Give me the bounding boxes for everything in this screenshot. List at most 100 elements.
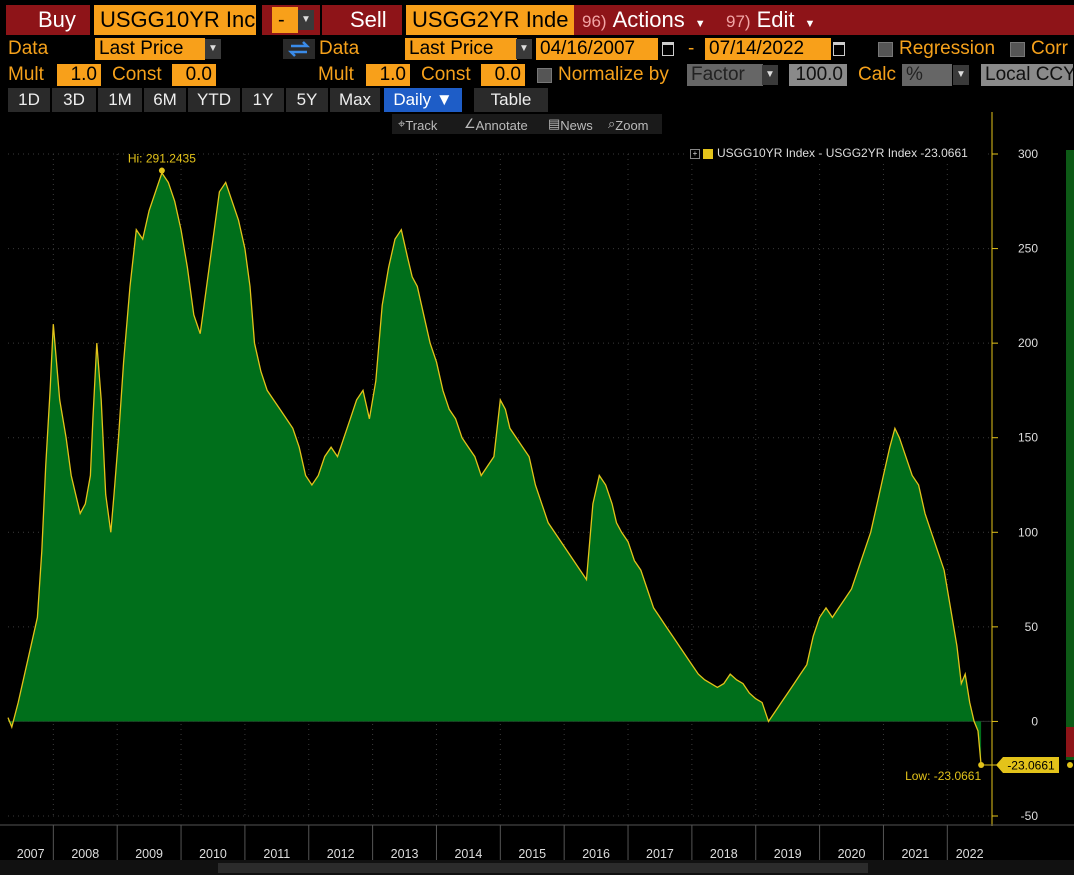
x-tick-label: 2018	[710, 847, 738, 861]
tab-1m[interactable]: 1M	[98, 88, 142, 112]
tab-daily[interactable]: Daily ▼	[384, 88, 462, 112]
normalize-select[interactable]: Factor	[687, 64, 763, 86]
tab-1y[interactable]: 1Y	[242, 88, 284, 112]
mult-label-2: Mult	[318, 64, 354, 85]
actions-label: Actions	[612, 7, 685, 32]
currency-select[interactable]: Local CCY	[981, 64, 1073, 86]
tab-max[interactable]: Max	[330, 88, 380, 112]
annotations: Hi: 291.2435 Low: -23.0661 -23.0661	[128, 152, 1073, 783]
x-tick-label: 2022	[956, 847, 984, 861]
x-tick-label: 2007	[17, 847, 45, 861]
last-value-tag	[996, 757, 1059, 774]
main-toolbar: Buy USGG10YR Inc - ▼ Sell USGG2YR Inde 9…	[0, 0, 1074, 38]
x-tick-label: 2013	[391, 847, 419, 861]
low-label: Low: -23.0661	[905, 769, 981, 783]
overview-strip[interactable]	[1066, 150, 1074, 760]
y-axis: 300 250 200 150 100 50 0 -50	[991, 112, 1039, 826]
actions-number: 96)	[582, 12, 607, 31]
tab-1d[interactable]: 1D	[8, 88, 50, 112]
tab-5y[interactable]: 5Y	[286, 88, 328, 112]
track-button[interactable]: ⌖ Track	[398, 116, 438, 133]
chevron-down-icon[interactable]: ▼	[762, 65, 778, 85]
calendar-icon[interactable]	[662, 42, 674, 56]
track-label: Track	[405, 118, 438, 133]
zoom-button[interactable]: ⌕ Zoom	[608, 116, 649, 133]
operator-dropdown-icon[interactable]: ▼	[298, 10, 314, 30]
hi-label: Hi: 291.2435	[128, 152, 196, 166]
regression-checkbox[interactable]	[878, 42, 893, 57]
last-value-label: -23.0661	[1007, 759, 1055, 773]
date-separator: -	[688, 38, 695, 59]
x-tick-label: 2008	[71, 847, 99, 861]
chevron-down-icon[interactable]: ▼	[516, 39, 532, 59]
legend-text: USGG10YR Index - USGG2YR Index -23.0661	[717, 146, 968, 160]
x-tick-label: 2012	[327, 847, 355, 861]
chevron-down-icon[interactable]: ▼	[953, 65, 969, 85]
annotate-button[interactable]: ∠ Annotate	[464, 116, 528, 133]
x-tick-label: 2014	[454, 847, 482, 861]
edit-button[interactable]: 97) Edit ▼	[718, 5, 834, 35]
series-swatch	[703, 148, 713, 159]
x-tick-label: 2021	[901, 847, 929, 861]
zoom-label: Zoom	[615, 118, 649, 133]
calc-select[interactable]: %	[902, 64, 952, 86]
y-tick-label: 100	[1018, 525, 1038, 539]
overview-negative-strip	[1066, 727, 1074, 757]
x-tick-label: 2011	[263, 847, 290, 861]
const-input-2[interactable]: 0.0	[481, 64, 525, 86]
tab-ytd[interactable]: YTD	[188, 88, 240, 112]
data-select-2[interactable]: Last Price	[405, 38, 517, 60]
data-label-2: Data	[319, 38, 360, 59]
chevron-down-icon: ▼	[804, 18, 816, 30]
buy-label: Buy	[38, 7, 76, 32]
normalize-amount-input[interactable]: 100.0	[789, 64, 847, 86]
y-tick-label: 0	[1031, 714, 1038, 728]
operator-field[interactable]: -	[272, 7, 298, 33]
data-label-1: Data	[8, 38, 49, 59]
news-button[interactable]: ▤ News	[548, 116, 593, 133]
const-label-1: Const	[112, 64, 162, 85]
y-tick-label: 250	[1018, 242, 1038, 256]
buy-bar	[6, 5, 90, 35]
news-label: News	[560, 118, 593, 133]
edit-label: Edit	[756, 7, 795, 32]
y-tick-label: 200	[1018, 336, 1038, 350]
sell-label: Sell	[350, 7, 387, 32]
buy-ticker-input[interactable]: USGG10YR Inc	[94, 5, 256, 35]
calendar-icon[interactable]	[833, 42, 845, 56]
const-label-2: Const	[421, 64, 471, 85]
x-tick-label: 2010	[199, 847, 227, 861]
normalize-label: Normalize by	[558, 64, 669, 85]
y-tick-label: -50	[1021, 809, 1039, 823]
swap-icon[interactable]	[283, 39, 315, 59]
x-axis: 2007 2008 2009 2010 2011 2012 2013 2014 2015 2016…	[0, 824, 1074, 866]
right-edge-marker	[1067, 762, 1073, 769]
x-tick-label: 2020	[838, 847, 866, 861]
corr-checkbox[interactable]	[1010, 42, 1025, 57]
bottom-scrollbar[interactable]	[0, 860, 1074, 875]
actions-button[interactable]: 96) Actions ▼	[574, 5, 720, 35]
sell-bar	[322, 5, 402, 35]
sell-ticker-input[interactable]: USGG2YR Inde	[406, 5, 576, 35]
end-date-input[interactable]: 07/14/2022	[705, 38, 831, 60]
const-input-1[interactable]: 0.0	[172, 64, 216, 86]
x-tick-label: 2016	[582, 847, 610, 861]
tab-table[interactable]: Table	[474, 88, 548, 112]
chart-tools-bar: ⌖ Track ∠ Annotate ▤ News ⌕ Zoom	[392, 114, 662, 134]
mult-input-1[interactable]: 1.0	[57, 64, 101, 86]
chevron-down-icon[interactable]: ▼	[205, 39, 221, 59]
regression-label: Regression	[899, 38, 996, 59]
y-tick-label: 300	[1018, 147, 1038, 161]
tab-6m[interactable]: 6M	[144, 88, 186, 112]
chart-legend[interactable]: + USGG10YR Index - USGG2YR Index -23.0661	[686, 143, 986, 163]
tab-3d[interactable]: 3D	[52, 88, 96, 112]
x-tick-label: 2015	[518, 847, 546, 861]
y-tick-label: 50	[1025, 620, 1039, 634]
expand-icon[interactable]: +	[690, 148, 700, 159]
start-date-input[interactable]: 04/16/2007	[536, 38, 658, 60]
scrollbar-thumb[interactable]	[218, 863, 868, 873]
normalize-checkbox[interactable]	[537, 68, 552, 83]
data-select-1[interactable]: Last Price	[95, 38, 205, 60]
mult-input-2[interactable]: 1.0	[366, 64, 410, 86]
